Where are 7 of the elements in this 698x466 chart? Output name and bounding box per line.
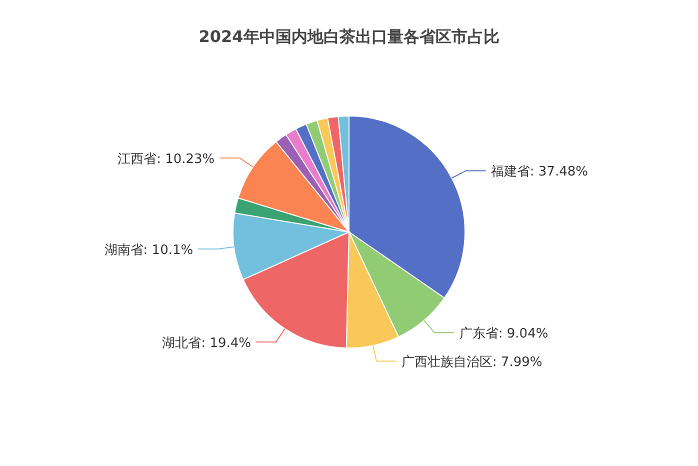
slice-label: 江西省: 10.23% [118, 152, 215, 168]
slice-label: 福建省: 37.48% [490, 164, 588, 180]
slice-label: 湖北省: 19.4% [162, 336, 252, 351]
slice-label: 广东省: 9.04% [459, 326, 548, 342]
slice-label: 广西壮族自治区: 7.99% [401, 355, 542, 370]
chart-title: 2024年中国内地白茶出口量各省区市占比 [198, 27, 500, 46]
slice-label: 湖南省: 10.1% [104, 242, 194, 258]
